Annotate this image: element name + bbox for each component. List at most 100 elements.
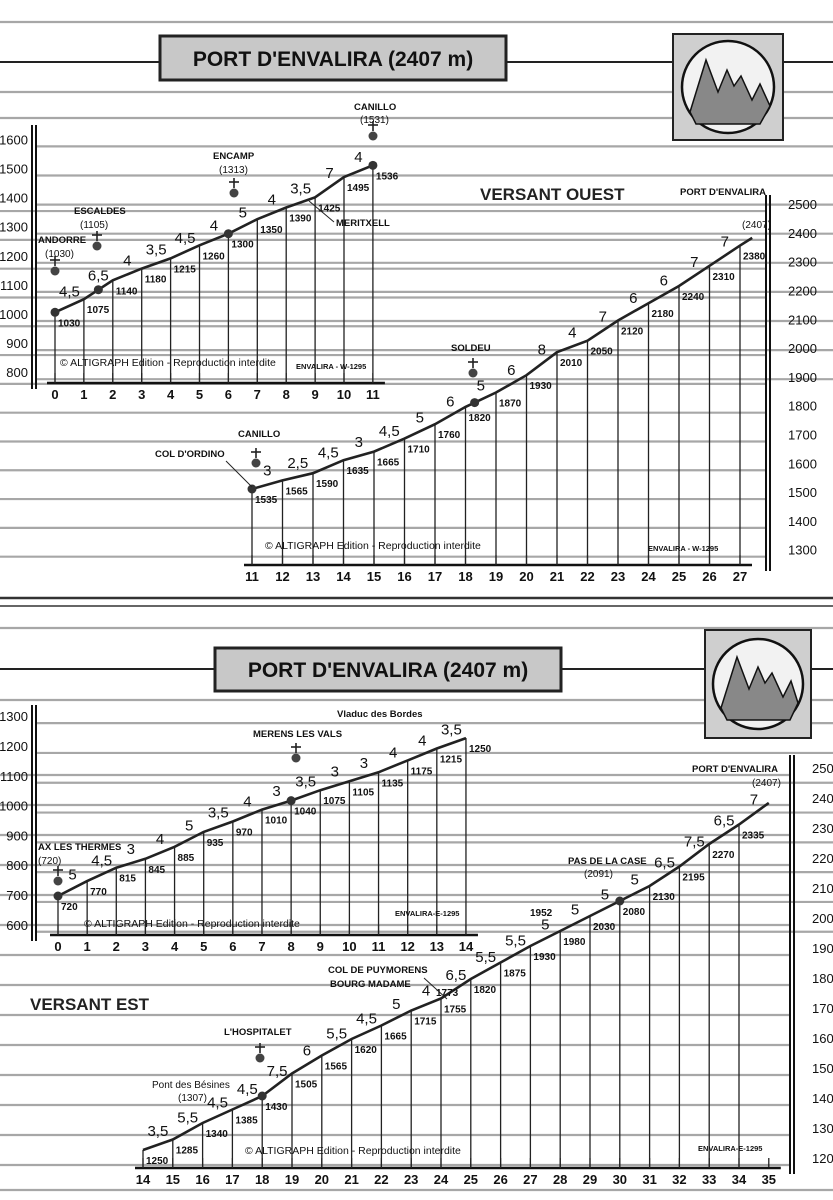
y-tick-label: 1500 (0, 162, 28, 177)
x-tick-label: 31 (642, 1172, 656, 1187)
gradient-label: 6 (507, 362, 515, 379)
x-tick-label: 17 (428, 569, 442, 584)
church-icon (229, 178, 239, 198)
place-encamp-alt: (1313) (219, 165, 248, 176)
x-tick-label: 17 (225, 1172, 239, 1187)
y-tick-label: 1400 (788, 514, 817, 529)
altitude-label: 1010 (265, 816, 288, 827)
gradient-label: 5 (416, 409, 424, 426)
x-tick-label: 1 (80, 387, 87, 402)
altitude-label: 1030 (58, 318, 81, 329)
gradient-label: 3,5 (208, 805, 229, 822)
code-label: ENVALIRA-E-1295 (698, 1144, 762, 1153)
panel-c-labels: AX LES THERMES (720) MERENS LES VALS Vla… (38, 709, 459, 930)
church-icon (468, 358, 478, 378)
x-tick-label: 19 (489, 569, 503, 584)
church-icon (255, 1043, 265, 1063)
gradient-label: 4,5 (59, 284, 80, 301)
locality-dot (470, 398, 480, 408)
code-label: ENVALIRA - W-1295 (296, 362, 366, 371)
gradient-label: 2,5 (287, 455, 308, 472)
altitude-label: 1425 (318, 203, 341, 214)
altitude-label: 2380 (743, 252, 766, 263)
gradient-label: 3,5 (290, 180, 311, 197)
mountain-logo-icon (672, 33, 784, 141)
locality-dot (53, 891, 63, 901)
gradient-label: 8 (538, 342, 546, 359)
altitude-label: 1620 (355, 1045, 378, 1056)
altitude-label: 2180 (652, 309, 675, 320)
altitude-label: 1870 (499, 399, 522, 410)
x-tick-label: 5 (200, 939, 207, 954)
gradient-label: 4,5 (318, 445, 339, 462)
altitude-label: 1535 (255, 495, 278, 506)
y-tick-label: 1800 (788, 399, 817, 414)
church-icon (368, 121, 378, 141)
place-port-envalira-e-alt: (2407) (752, 778, 781, 789)
versant-ouest-label: VERSANT OUEST (480, 185, 625, 204)
y-tick-label: 2400 (788, 226, 817, 241)
altitude-label: 2010 (560, 358, 583, 369)
y-tick-label: 1600 (788, 456, 817, 471)
x-tick-label: 32 (672, 1172, 686, 1187)
x-tick-label: 3 (142, 939, 149, 954)
x-tick-label: 14 (136, 1172, 151, 1187)
altitude-label: 1755 (444, 1005, 467, 1016)
place-meritxell: MERITXELL (336, 218, 390, 229)
y-tick-label: 1300 (788, 543, 817, 558)
gradient-label: 3,5 (146, 242, 167, 259)
y-tick-label: 1300 (0, 220, 28, 235)
gradient-label: 3 (360, 755, 368, 772)
x-tick-label: 23 (404, 1172, 418, 1187)
y-tick-label: 1000 (0, 799, 28, 814)
altitude-label: 1665 (377, 458, 400, 469)
x-tick-label: 9 (317, 939, 324, 954)
altitude-label: 1340 (206, 1129, 229, 1140)
gradient-label: 5,5 (505, 932, 526, 949)
y-tick-label: 2200 (788, 283, 817, 298)
altitude-label: 1710 (408, 445, 431, 456)
x-tick-label: 13 (430, 939, 444, 954)
gradient-label: 5 (185, 817, 193, 834)
y-tick-label: 1200 (812, 1151, 833, 1166)
x-tick-label: 27 (733, 569, 747, 584)
x-tick-label: 9 (311, 387, 318, 402)
gradient-label: 7,5 (684, 833, 705, 850)
elevation-line (142, 801, 770, 1152)
altitude-label: 1930 (530, 381, 553, 392)
y-tick-label: 2300 (788, 255, 817, 270)
x-tick-label: 14 (336, 569, 351, 584)
locality-dot (223, 229, 233, 239)
gradient-label: 6 (303, 1043, 311, 1060)
x-tick-label: 7 (254, 387, 261, 402)
x-tick-label: 5 (196, 387, 203, 402)
code-label: ENVALIRA - W-1295 (648, 544, 718, 553)
x-tick-label: 6 (229, 939, 236, 954)
place-canillo-b: CANILLO (238, 429, 280, 440)
gradient-label: 4,5 (237, 1081, 258, 1098)
gradient-label: 4 (210, 218, 218, 235)
x-tick-label: 0 (51, 387, 58, 402)
altitude-label: 2030 (593, 922, 616, 933)
gradient-label: 6,5 (88, 268, 109, 285)
altitude-label: 2335 (742, 831, 765, 842)
x-tick-label: 0 (54, 939, 61, 954)
x-tick-label: 30 (613, 1172, 627, 1187)
y-tick-label: 1500 (812, 1061, 833, 1076)
altitude-label: 1300 (231, 240, 254, 251)
church-icon (92, 231, 102, 251)
altitude-label: 1175 (411, 766, 433, 777)
y-tick-label: 2500 (812, 761, 833, 776)
x-tick-label: 18 (458, 569, 472, 584)
altitude-label: 885 (178, 853, 195, 864)
x-tick-label: 28 (553, 1172, 567, 1187)
church-icon (50, 256, 60, 276)
y-tick-label: 700 (6, 888, 28, 903)
alt-label-1952: 1952 (530, 908, 553, 919)
place-viaduc: Vladuc des Bordes (337, 709, 423, 720)
gradient-label: 4 (123, 252, 131, 269)
x-tick-label: 12 (275, 569, 289, 584)
elevation-line (57, 736, 467, 898)
locality-dot (257, 1091, 267, 1101)
